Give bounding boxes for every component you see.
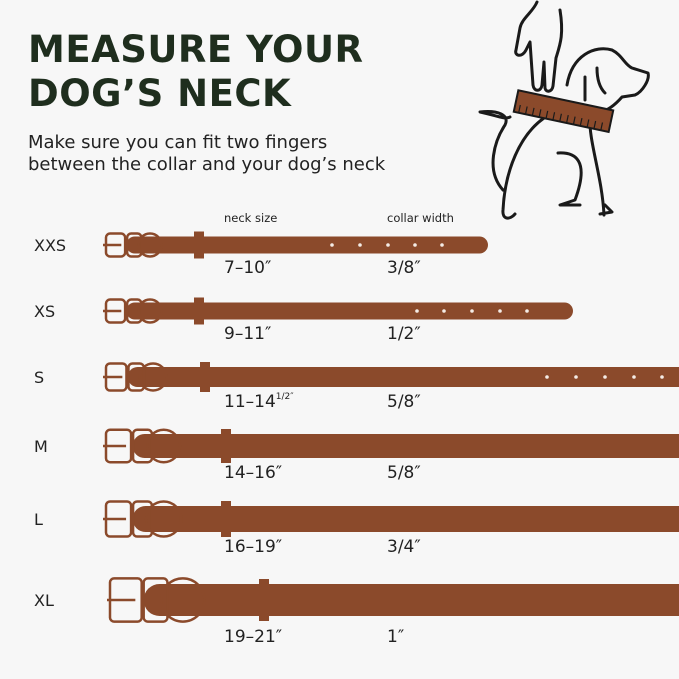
collar-keeper [221, 501, 231, 537]
ruler-tick [552, 112, 556, 121]
size-label: XS [34, 302, 56, 321]
collar-hole [545, 375, 549, 379]
neck-size-text: 7–10″ [224, 258, 272, 278]
neck-size-value: 14–16″ [224, 463, 282, 483]
neck-size-text: 14–16″ [224, 463, 283, 483]
ruler-tick [524, 106, 528, 115]
subtitle: Make sure you can fit two fingers betwee… [28, 132, 385, 176]
d-ring-icon [138, 362, 168, 392]
collar-hole [574, 375, 578, 379]
ruler-tick [531, 107, 535, 116]
ruler-tick [600, 122, 604, 131]
size-label: XL [34, 591, 54, 610]
neck-size-value: 19–21″ [224, 627, 282, 647]
collar-hole [660, 375, 664, 379]
collar-strap [143, 584, 679, 616]
collar-xxs [103, 231, 489, 259]
collar-keeper [221, 429, 231, 463]
collar-m [103, 428, 679, 464]
hand-icon [514, 0, 564, 93]
ruler-tick [559, 113, 562, 122]
loop-icon [131, 500, 154, 538]
collar-hole [413, 243, 417, 247]
size-label: XXS [34, 236, 67, 255]
collar-strap [132, 434, 679, 458]
collar-width-value: 3/4″ [387, 537, 421, 557]
neck-size-text: 9–11″ [224, 324, 272, 344]
collar-hole [440, 243, 444, 247]
collar-hole [498, 309, 502, 313]
collar-hole [603, 375, 607, 379]
collar-keeper [194, 297, 204, 325]
neck-size-value: 16–19″ [224, 537, 282, 557]
ruler-tick [572, 116, 576, 125]
collar-hole [358, 243, 362, 247]
subtitle-line-2: between the collar and your dog’s neck [28, 154, 386, 175]
neck-size-text: 11–14 [224, 392, 276, 412]
d-ring-icon [137, 232, 163, 258]
neck-size-header: neck size [224, 211, 278, 225]
collar-hole [415, 309, 419, 313]
collar-hole [330, 243, 334, 247]
page-title: MEASURE YOUR DOG’S NECK [28, 28, 364, 116]
size-label: M [34, 437, 48, 456]
d-ring-icon [146, 428, 182, 464]
ruler-tick [593, 120, 597, 129]
d-ring-icon [137, 298, 163, 324]
ruler-tick [586, 119, 590, 128]
ruler-tick [538, 109, 542, 118]
collar-s [103, 362, 679, 392]
collar-l [103, 500, 679, 538]
size-label: S [34, 368, 45, 387]
collar-hole [632, 375, 636, 379]
collar-strap [132, 506, 679, 532]
d-ring-icon [144, 500, 183, 538]
ruler-tick [545, 110, 549, 119]
title-line-2: DOG’S NECK [28, 72, 292, 115]
dog-outline-icon [478, 47, 650, 220]
collar-xs [103, 297, 574, 325]
neck-size-fraction: 1/2″ [275, 392, 294, 402]
loop-icon [125, 298, 143, 324]
collar-width-header: collar width [387, 211, 454, 225]
loop-icon [131, 428, 154, 464]
collar-hole [470, 309, 474, 313]
collar-hole [386, 243, 390, 247]
collar-keeper [259, 579, 269, 621]
neck-size-value: 7–10″ [224, 258, 271, 278]
collar-width-value: 1/2″ [387, 324, 421, 344]
neck-size-value: 11–141/2″ [224, 392, 294, 412]
neck-size-value: 9–11″ [224, 324, 271, 344]
ruler-collar-icon [512, 89, 615, 134]
loop-icon [142, 577, 169, 623]
title-line-1: MEASURE YOUR [28, 28, 364, 71]
collar-hole [442, 309, 446, 313]
loop-icon [125, 232, 143, 258]
collar-strap [126, 302, 574, 320]
collar-width-value: 5/8″ [387, 392, 421, 412]
collar-width-value: 5/8″ [387, 463, 421, 483]
ruler-tick [579, 117, 583, 127]
collar-hole [525, 309, 529, 313]
collar-xl [107, 577, 679, 623]
neck-size-text: 19–21″ [224, 627, 283, 647]
subtitle-line-1: Make sure you can fit two fingers [28, 132, 328, 153]
collar-keeper [194, 231, 204, 259]
size-label: L [34, 510, 43, 529]
loop-icon [127, 362, 146, 392]
collar-width-value: 3/8″ [387, 258, 421, 278]
collar-width-value: 1″ [387, 627, 405, 647]
neck-size-text: 16–19″ [224, 537, 283, 557]
collar-strap [126, 236, 489, 254]
ruler-tick [565, 115, 569, 124]
collar-strap [127, 367, 679, 387]
ruler-tick [518, 104, 521, 113]
d-ring-icon [160, 577, 206, 623]
collar-keeper [200, 362, 210, 392]
